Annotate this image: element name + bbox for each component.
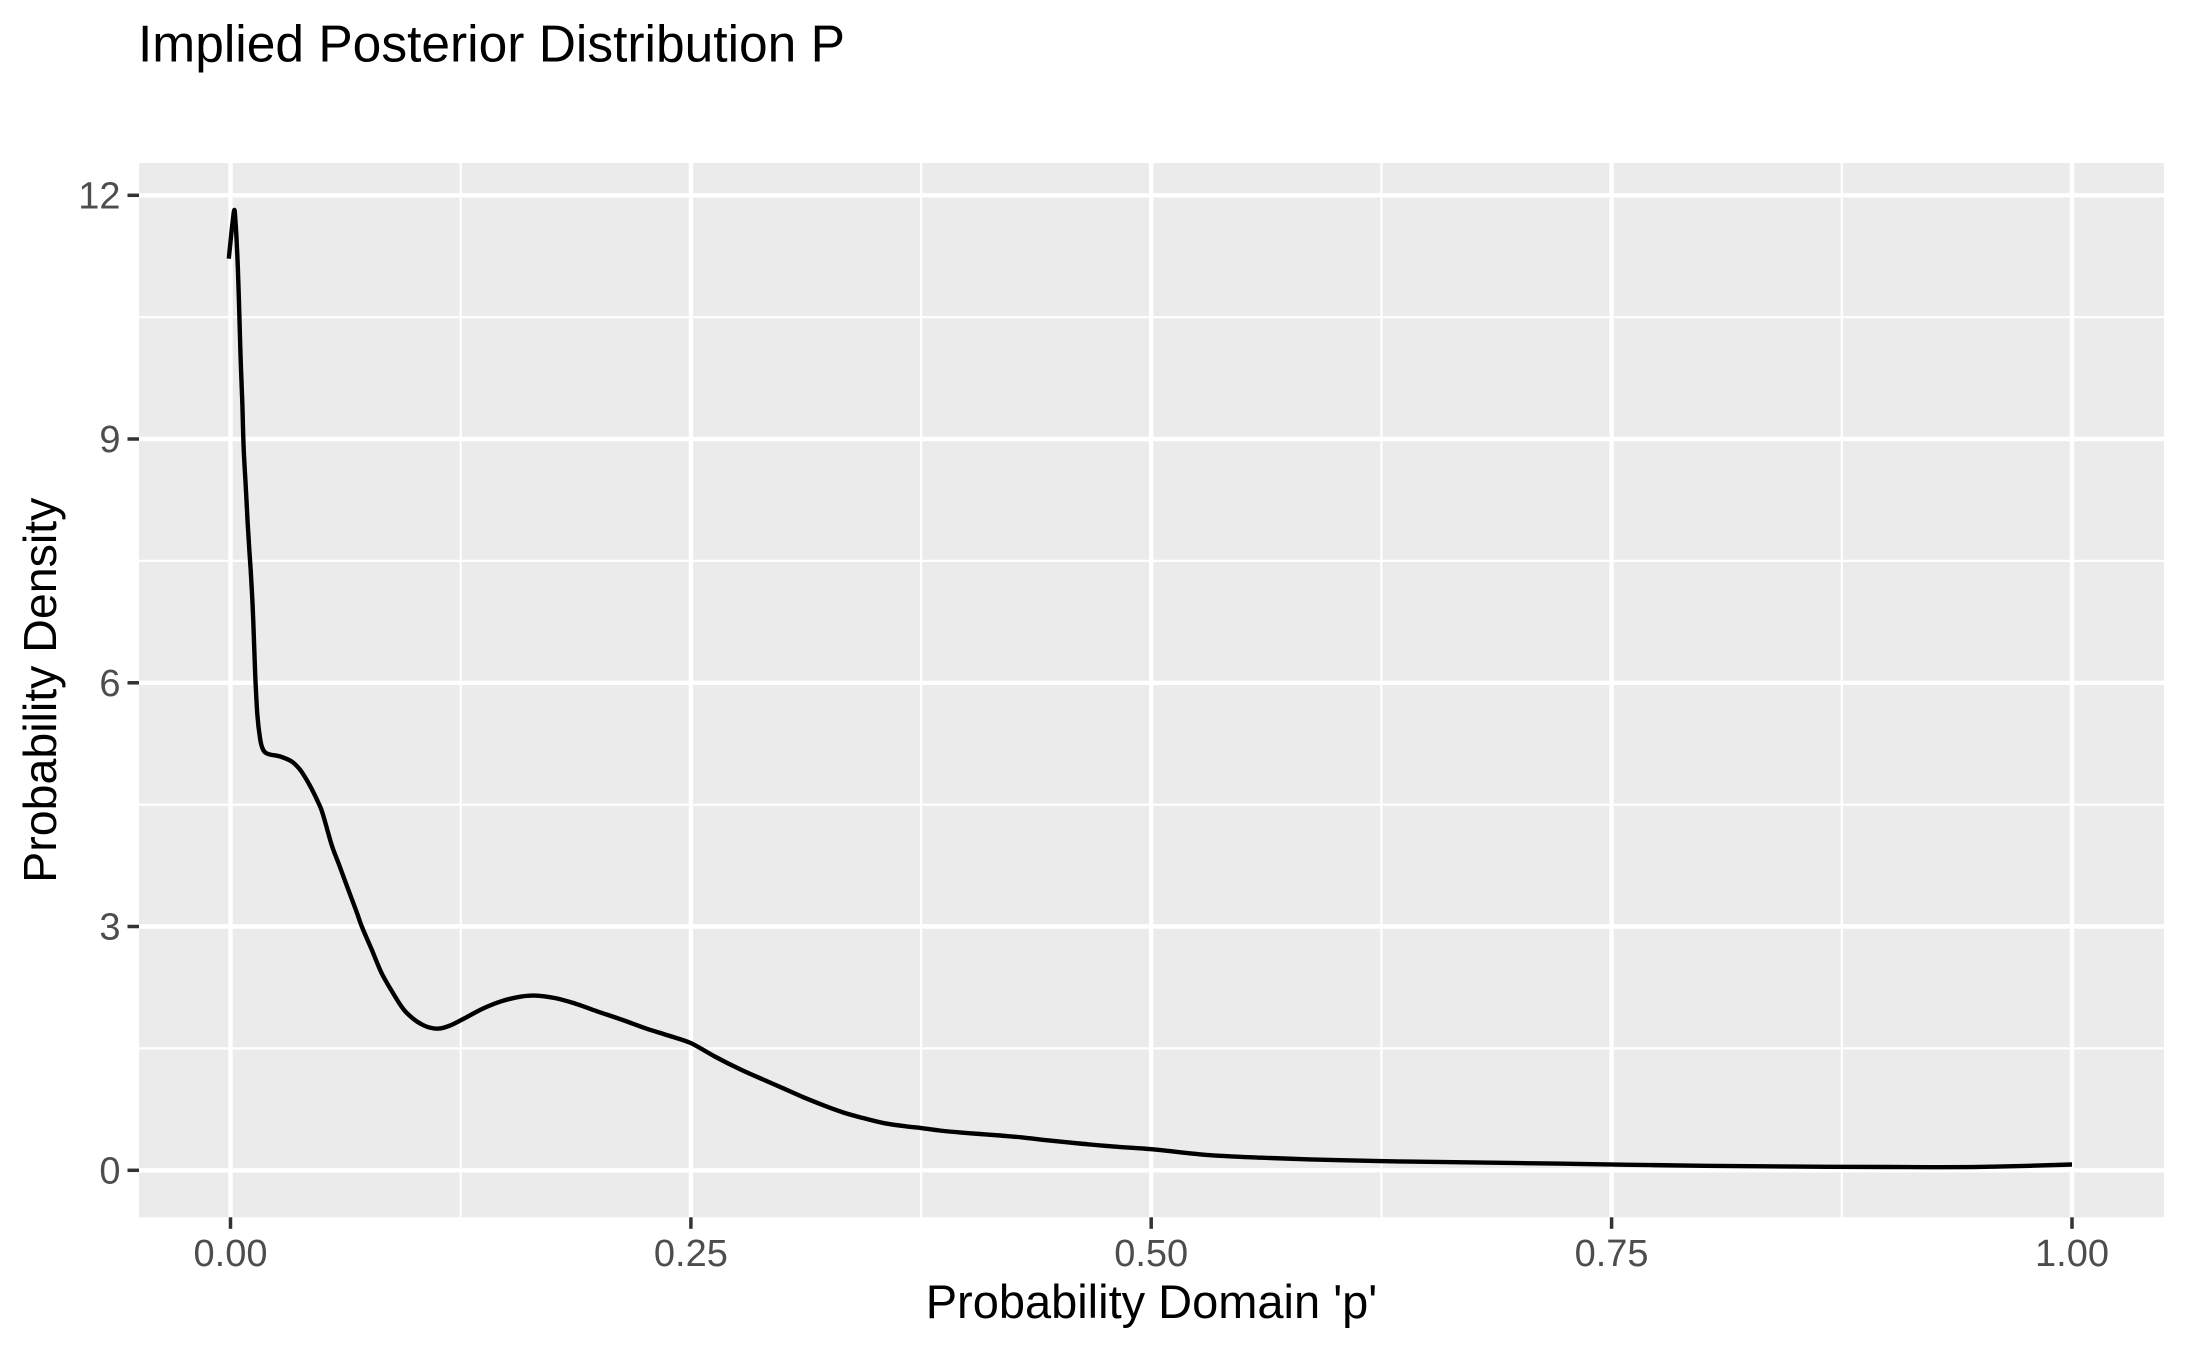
svg-text:6: 6	[99, 663, 120, 705]
svg-text:0.50: 0.50	[1114, 1233, 1188, 1275]
svg-text:0.75: 0.75	[1575, 1233, 1649, 1275]
svg-text:0.00: 0.00	[194, 1233, 268, 1275]
svg-text:0: 0	[99, 1150, 120, 1192]
svg-text:Implied Posterior Distribution: Implied Posterior Distribution P	[138, 15, 845, 73]
svg-text:0.25: 0.25	[654, 1233, 728, 1275]
svg-text:1.00: 1.00	[2035, 1233, 2109, 1275]
svg-text:9: 9	[99, 419, 120, 461]
svg-text:Probability Domain 'p': Probability Domain 'p'	[926, 1275, 1378, 1328]
svg-text:12: 12	[78, 175, 120, 217]
svg-text:3: 3	[99, 907, 120, 949]
svg-text:Probability Density: Probability Density	[14, 497, 66, 883]
